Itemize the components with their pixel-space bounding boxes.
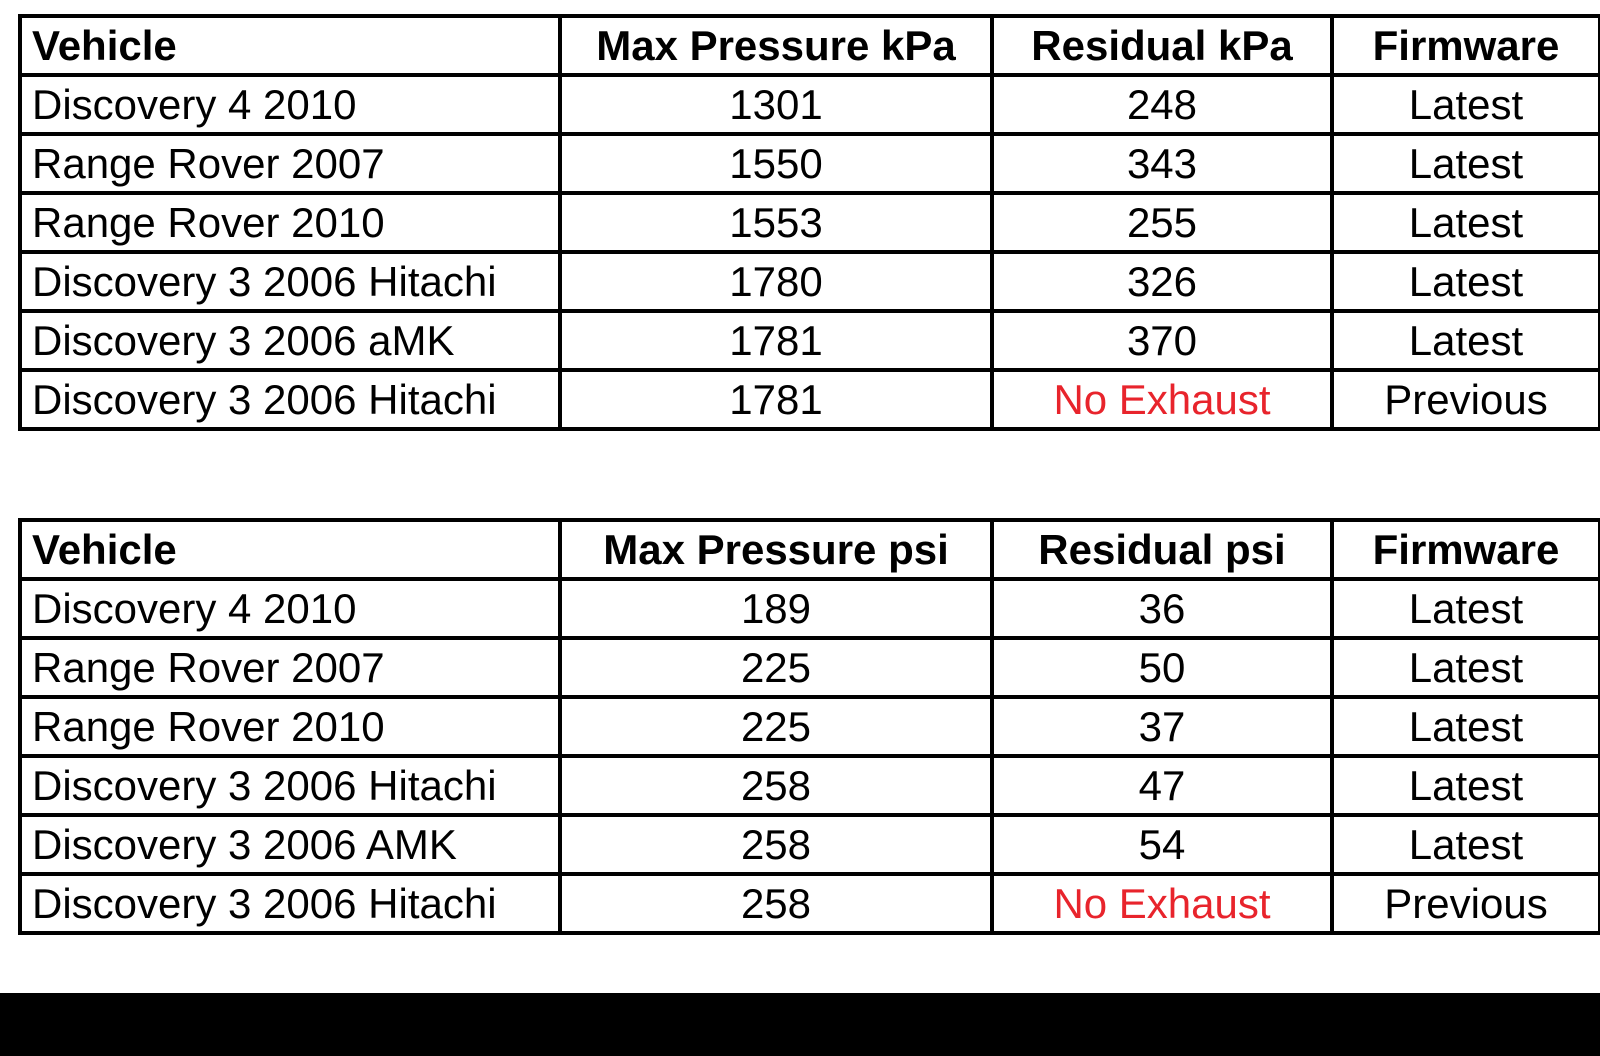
cell-vehicle: Discovery 3 2006 AMK (18, 813, 562, 876)
table-row: Discovery 3 2006 aMK 1781 370 Latest (18, 309, 1600, 372)
cell-max-pressure: 1553 (558, 191, 994, 254)
cell-residual-no-exhaust: No Exhaust (990, 872, 1334, 935)
table-row: Discovery 3 2006 Hitachi 258 47 Latest (18, 754, 1600, 817)
cell-firmware: Previous (1330, 368, 1600, 431)
header-max-pressure: Max Pressure psi (558, 518, 994, 581)
cell-vehicle: Discovery 3 2006 Hitachi (18, 872, 562, 935)
header-vehicle: Vehicle (18, 518, 562, 581)
cell-vehicle: Discovery 3 2006 aMK (18, 309, 562, 372)
cell-firmware: Latest (1330, 813, 1600, 876)
table-row: Range Rover 2010 225 37 Latest (18, 695, 1600, 758)
cell-max-pressure: 1550 (558, 132, 994, 195)
cell-residual: 343 (990, 132, 1334, 195)
cell-firmware: Latest (1330, 577, 1600, 640)
header-residual: Residual psi (990, 518, 1334, 581)
cell-max-pressure: 258 (558, 754, 994, 817)
cell-vehicle: Range Rover 2010 (18, 695, 562, 758)
cell-vehicle: Discovery 3 2006 Hitachi (18, 368, 562, 431)
cell-residual: 36 (990, 577, 1334, 640)
cell-residual: 54 (990, 813, 1334, 876)
cell-firmware: Latest (1330, 132, 1600, 195)
header-firmware: Firmware (1330, 518, 1600, 581)
table-row: Discovery 3 2006 Hitachi 258 No Exhaust … (18, 872, 1600, 935)
cell-vehicle: Range Rover 2007 (18, 636, 562, 699)
cell-firmware: Latest (1330, 754, 1600, 817)
cell-firmware: Previous (1330, 872, 1600, 935)
cell-firmware: Latest (1330, 636, 1600, 699)
table-row: Discovery 3 2006 AMK 258 54 Latest (18, 813, 1600, 876)
bottom-black-bar (0, 993, 1600, 1056)
cell-firmware: Latest (1330, 191, 1600, 254)
cell-vehicle: Discovery 4 2010 (18, 577, 562, 640)
cell-max-pressure: 258 (558, 813, 994, 876)
header-vehicle: Vehicle (18, 14, 562, 77)
cell-max-pressure: 1780 (558, 250, 994, 313)
table-header-row: Vehicle Max Pressure psi Residual psi Fi… (18, 518, 1600, 581)
cell-firmware: Latest (1330, 73, 1600, 136)
table-row: Discovery 3 2006 Hitachi 1780 326 Latest (18, 250, 1600, 313)
cell-max-pressure: 225 (558, 636, 994, 699)
cell-max-pressure: 1301 (558, 73, 994, 136)
cell-firmware: Latest (1330, 695, 1600, 758)
cell-vehicle: Discovery 4 2010 (18, 73, 562, 136)
header-firmware: Firmware (1330, 14, 1600, 77)
cell-max-pressure: 189 (558, 577, 994, 640)
cell-residual: 50 (990, 636, 1334, 699)
pressure-table-psi: Vehicle Max Pressure psi Residual psi Fi… (18, 518, 1600, 935)
cell-max-pressure: 258 (558, 872, 994, 935)
cell-residual: 370 (990, 309, 1334, 372)
pressure-table-kpa: Vehicle Max Pressure kPa Residual kPa Fi… (18, 14, 1600, 431)
table-row: Range Rover 2010 1553 255 Latest (18, 191, 1600, 254)
table-header-row: Vehicle Max Pressure kPa Residual kPa Fi… (18, 14, 1600, 77)
cell-vehicle: Discovery 3 2006 Hitachi (18, 250, 562, 313)
table-row: Range Rover 2007 1550 343 Latest (18, 132, 1600, 195)
header-max-pressure: Max Pressure kPa (558, 14, 994, 77)
table-row: Discovery 4 2010 1301 248 Latest (18, 73, 1600, 136)
header-residual: Residual kPa (990, 14, 1334, 77)
cell-max-pressure: 1781 (558, 368, 994, 431)
cell-residual: 47 (990, 754, 1334, 817)
cell-vehicle: Discovery 3 2006 Hitachi (18, 754, 562, 817)
cell-vehicle: Range Rover 2010 (18, 191, 562, 254)
cell-residual: 248 (990, 73, 1334, 136)
cell-residual: 37 (990, 695, 1334, 758)
table-row: Range Rover 2007 225 50 Latest (18, 636, 1600, 699)
cell-vehicle: Range Rover 2007 (18, 132, 562, 195)
cell-residual-no-exhaust: No Exhaust (990, 368, 1334, 431)
cell-firmware: Latest (1330, 250, 1600, 313)
cell-max-pressure: 225 (558, 695, 994, 758)
cell-firmware: Latest (1330, 309, 1600, 372)
table-row: Discovery 3 2006 Hitachi 1781 No Exhaust… (18, 368, 1600, 431)
cell-residual: 326 (990, 250, 1334, 313)
cell-max-pressure: 1781 (558, 309, 994, 372)
table-row: Discovery 4 2010 189 36 Latest (18, 577, 1600, 640)
cell-residual: 255 (990, 191, 1334, 254)
